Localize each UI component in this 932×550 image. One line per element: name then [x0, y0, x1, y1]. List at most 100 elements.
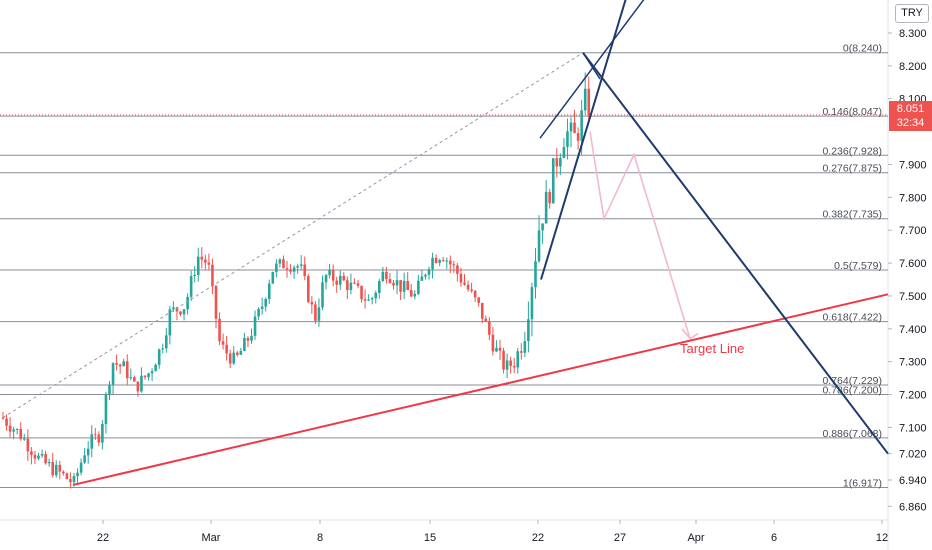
currency-badge[interactable]: TRY: [895, 4, 929, 23]
x-tick-label-8: 12: [876, 532, 888, 544]
candle-body-78: [76, 472, 79, 477]
candle-body-379: [378, 281, 381, 293]
candle-body-42: [40, 453, 44, 456]
candle-body-472: [470, 289, 473, 291]
candle-body-461: [459, 273, 463, 283]
candle-body-436: [434, 257, 438, 263]
y-tick-label-12: 7.100: [899, 422, 927, 434]
candle-body-266: [264, 298, 267, 307]
candle-body-347: [346, 280, 349, 290]
fib-label-10: 0.886(7.068): [822, 428, 882, 440]
candle-body-273: [271, 271, 275, 284]
candle-body-330: [328, 269, 331, 276]
candle-body-10: [8, 425, 12, 432]
candle-body-216: [214, 285, 218, 319]
candle-body-553: [551, 158, 555, 204]
candle-body-298: [296, 265, 299, 268]
candle-body-67: [65, 473, 69, 480]
candle-body-425: [424, 274, 427, 277]
candle-body-63: [62, 471, 65, 474]
candle-body-486: [484, 318, 488, 322]
navy-small-line: [582, 52, 601, 80]
candle-body-301: [299, 264, 303, 266]
candle-body-159: [157, 349, 161, 365]
candle-body-230: [228, 353, 232, 364]
y-tick-label-15: 6.860: [899, 501, 927, 513]
projected-path: [589, 131, 691, 339]
candle-body-465: [463, 282, 466, 285]
candle-body-358: [356, 283, 360, 286]
candle-body-46: [44, 453, 47, 464]
candle-body-536: [534, 261, 537, 288]
x-tick-label-5: 27: [614, 532, 626, 544]
candle-body-589: [587, 88, 591, 116]
candle-body-24: [23, 438, 26, 440]
candle-body-95: [94, 434, 97, 436]
candle-body-507: [505, 360, 509, 370]
candle-body-489: [488, 321, 491, 335]
candle-body-550: [548, 191, 551, 204]
candle-body-259: [257, 308, 260, 317]
candle-body-120: [118, 364, 122, 367]
candle-body-141: [140, 375, 143, 392]
candle-body-362: [360, 285, 363, 300]
candle-body-156: [154, 364, 157, 372]
candle-body-411: [409, 290, 413, 297]
candle-body-383: [381, 271, 385, 282]
last-price-value: 8.051: [896, 103, 925, 115]
candle-body-291: [289, 269, 292, 272]
candle-body-326: [324, 275, 328, 283]
candle-body-255: [253, 316, 257, 336]
x-tick-label-6: Apr: [687, 532, 704, 544]
y-tick-label-13: 7.020: [899, 449, 927, 461]
candle-body-127: [125, 361, 129, 379]
candle-body-138: [136, 381, 140, 392]
candle-body-81: [79, 462, 83, 473]
candle-body-323: [321, 282, 324, 308]
candle-body-283: [282, 259, 285, 269]
candle-body-252: [250, 335, 253, 341]
candle-body-280: [278, 259, 282, 264]
candle-body-447: [445, 260, 449, 262]
x-tick-label-2: 8: [317, 532, 323, 544]
candle-body-528: [527, 319, 530, 342]
candle-body-56: [54, 464, 58, 476]
candle-body-234: [232, 352, 236, 364]
candle-body-269: [267, 283, 271, 299]
candle-body-539: [537, 230, 541, 262]
candle-body-294: [292, 267, 296, 272]
candle-body-3: [1, 417, 5, 419]
candle-body-404: [402, 281, 406, 292]
candle-body-443: [441, 260, 445, 262]
fib-label-8: 0.764(7.229): [822, 375, 882, 387]
x-tick-label-3: 15: [424, 532, 436, 544]
navy-rising-wedge-line: [540, 0, 627, 280]
candle-body-106: [104, 394, 108, 425]
fib-label-6: 0.5(7.579): [834, 260, 882, 272]
target-trend-line: [72, 293, 889, 486]
y-tick-label-8: 7.500: [899, 291, 927, 303]
y-tick-label-11: 7.200: [899, 390, 927, 402]
candle-body-394: [392, 282, 395, 286]
candle-body-166: [165, 335, 168, 349]
candle-body-372: [370, 298, 374, 300]
candle-body-117: [115, 363, 118, 365]
fib-anchor-dashed-line: [2, 52, 584, 418]
target-line-annotation[interactable]: Target Line: [680, 341, 745, 356]
candle-body-220: [218, 318, 221, 342]
candle-body-450: [449, 260, 452, 265]
candle-body-578: [576, 133, 580, 141]
candle-body-35: [33, 454, 37, 459]
candle-body-53: [51, 461, 54, 476]
fib-label-1: 0(8.240): [843, 43, 882, 55]
y-tick-label-1: 8.300: [899, 28, 927, 40]
candle-body-315: [314, 304, 317, 321]
candle-body-308: [307, 275, 310, 302]
bar-countdown: 32:34: [896, 117, 925, 129]
candle-body-209: [207, 262, 211, 265]
candle-body-440: [438, 260, 441, 263]
candle-body-212: [211, 264, 214, 286]
candle-body-170: [168, 309, 172, 336]
